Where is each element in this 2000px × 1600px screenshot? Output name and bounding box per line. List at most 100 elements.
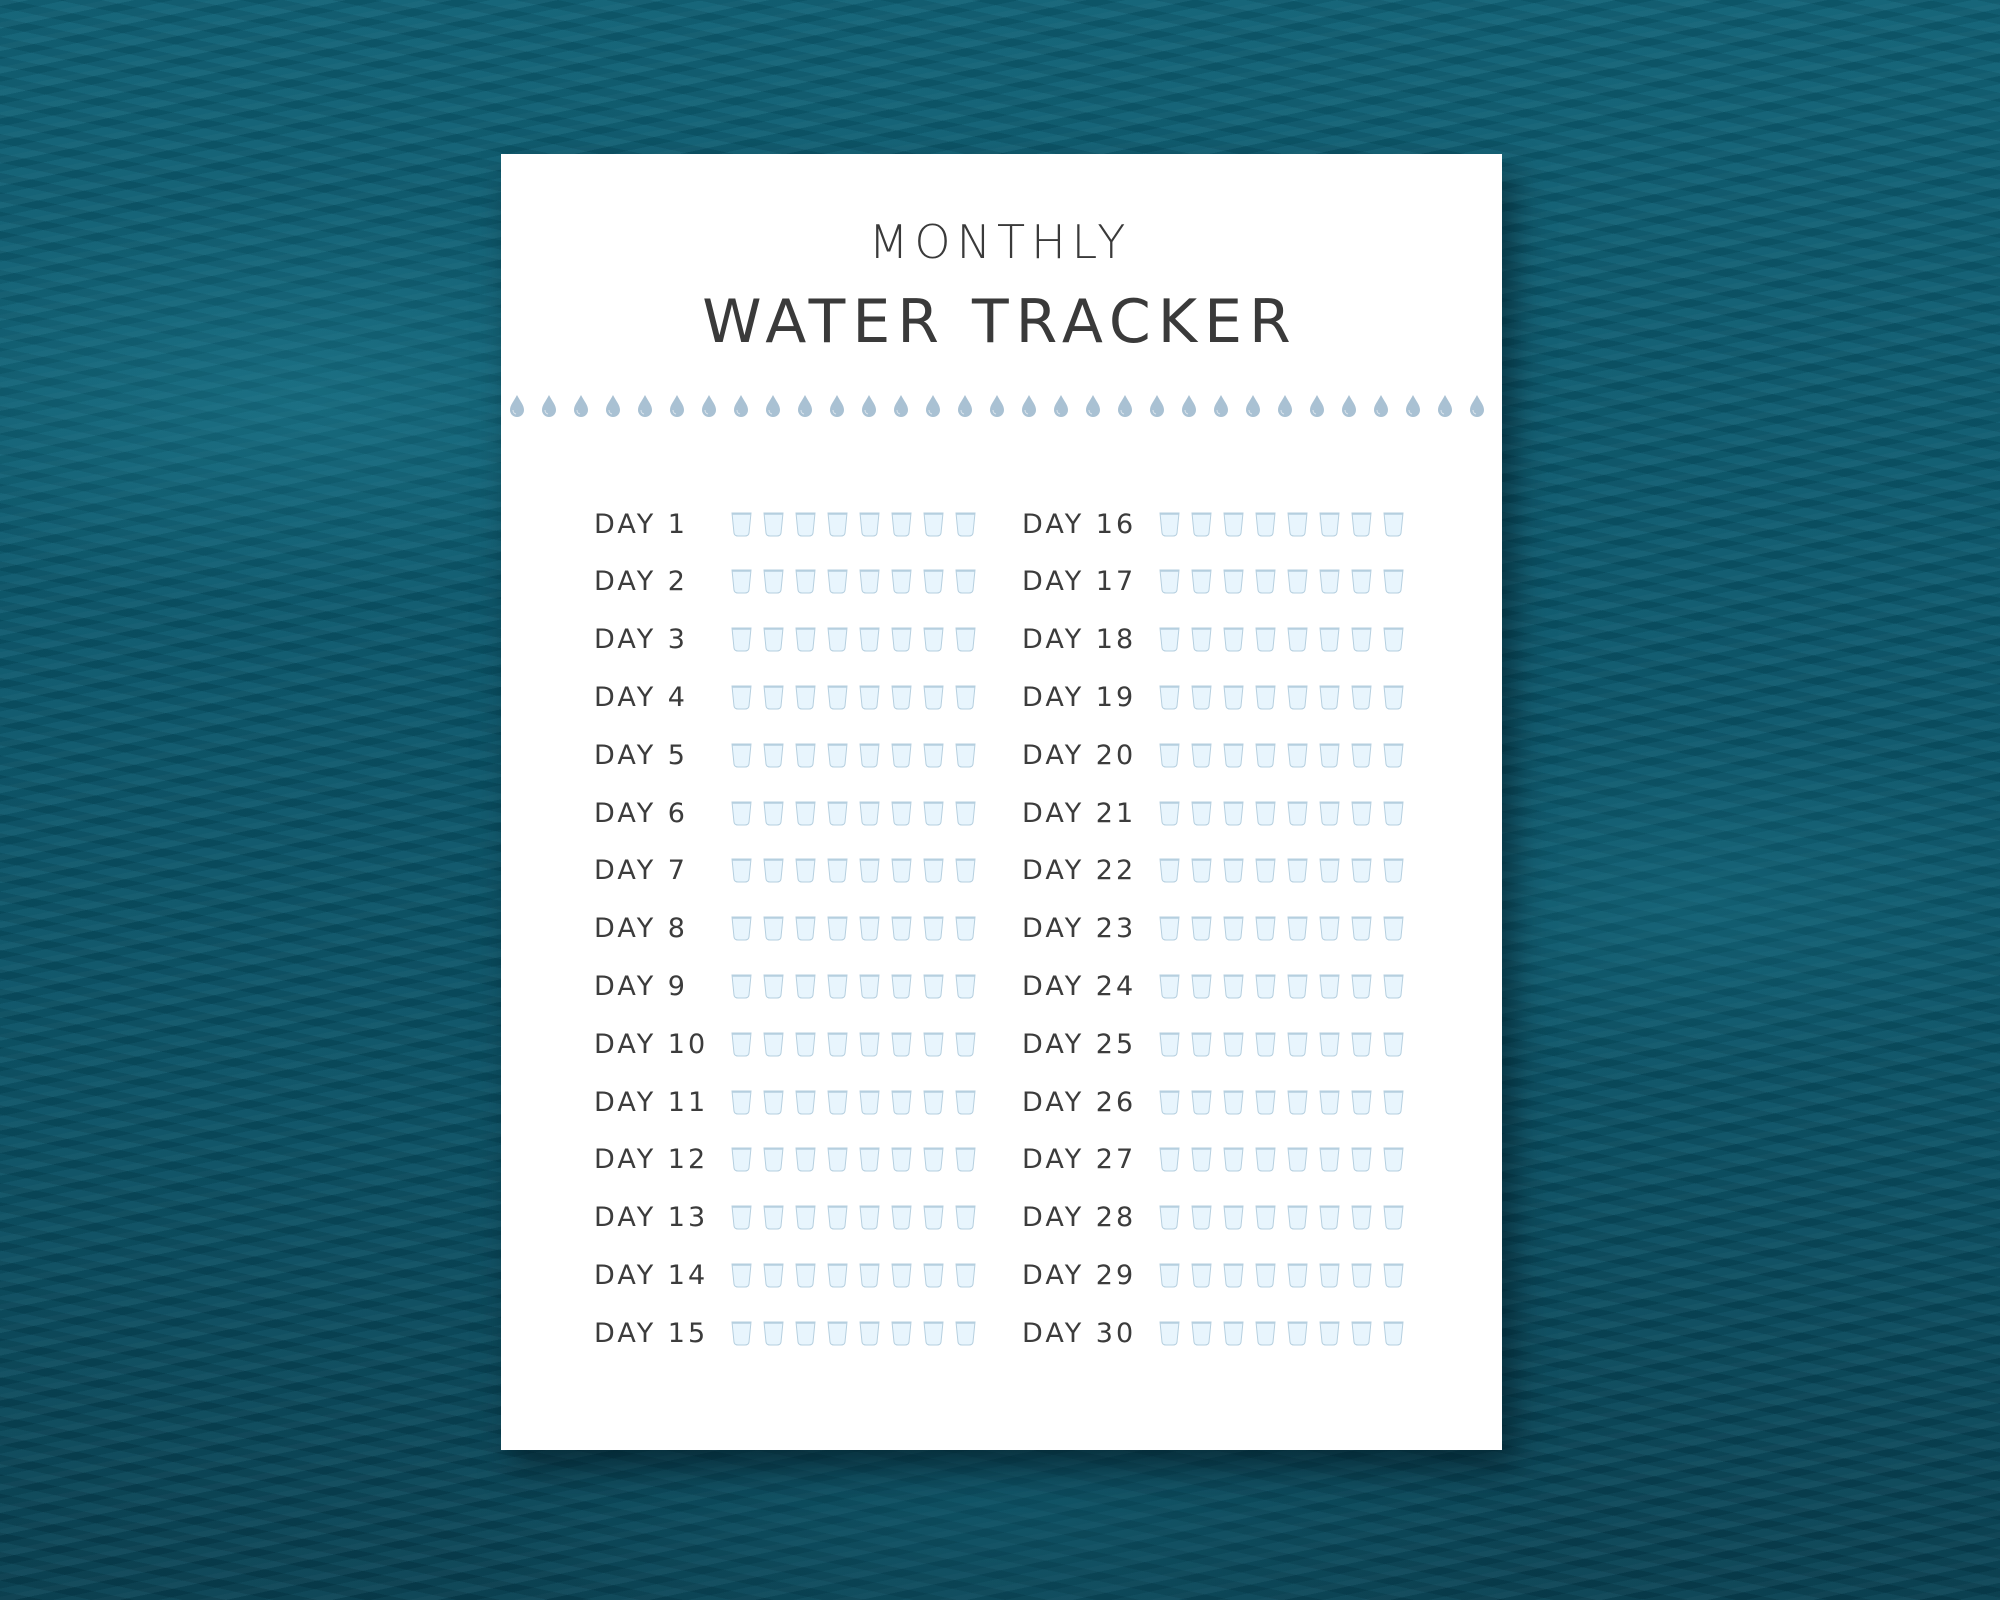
water-glass-icon[interactable] (1287, 743, 1308, 768)
water-glass-icon[interactable] (763, 1263, 784, 1288)
water-glass-icon[interactable] (923, 1321, 944, 1346)
water-glass-icon[interactable] (827, 916, 848, 941)
water-glass-icon[interactable] (1255, 1205, 1276, 1230)
water-glass-icon[interactable] (859, 1147, 880, 1172)
water-glass-icon[interactable] (859, 1263, 880, 1288)
water-glass-icon[interactable] (763, 743, 784, 768)
water-glass-icon[interactable] (827, 1263, 848, 1288)
water-glass-icon[interactable] (1255, 858, 1276, 883)
water-glass-icon[interactable] (1191, 627, 1212, 652)
water-glass-icon[interactable] (1159, 916, 1180, 941)
water-glass-icon[interactable] (827, 569, 848, 594)
water-glass-icon[interactable] (859, 627, 880, 652)
water-glass-icon[interactable] (1223, 627, 1244, 652)
water-glass-icon[interactable] (923, 916, 944, 941)
water-glass-icon[interactable] (1159, 1147, 1180, 1172)
water-glass-icon[interactable] (1287, 858, 1308, 883)
water-glass-icon[interactable] (1255, 1263, 1276, 1288)
water-glass-icon[interactable] (1319, 512, 1340, 537)
water-glass-icon[interactable] (1351, 1032, 1372, 1057)
water-glass-icon[interactable] (1319, 1263, 1340, 1288)
water-glass-icon[interactable] (955, 743, 976, 768)
water-glass-icon[interactable] (1287, 1032, 1308, 1057)
water-glass-icon[interactable] (891, 1090, 912, 1115)
water-glass-icon[interactable] (1159, 1205, 1180, 1230)
water-glass-icon[interactable] (1223, 569, 1244, 594)
water-glass-icon[interactable] (955, 1090, 976, 1115)
water-glass-icon[interactable] (923, 627, 944, 652)
water-glass-icon[interactable] (795, 1147, 816, 1172)
water-glass-icon[interactable] (1319, 569, 1340, 594)
water-glass-icon[interactable] (1223, 743, 1244, 768)
water-glass-icon[interactable] (955, 1263, 976, 1288)
water-glass-icon[interactable] (1287, 685, 1308, 710)
water-glass-icon[interactable] (1319, 1205, 1340, 1230)
water-glass-icon[interactable] (1319, 1032, 1340, 1057)
water-glass-icon[interactable] (859, 1032, 880, 1057)
water-glass-icon[interactable] (859, 974, 880, 999)
water-glass-icon[interactable] (795, 1321, 816, 1346)
water-glass-icon[interactable] (1191, 512, 1212, 537)
water-glass-icon[interactable] (1223, 974, 1244, 999)
water-glass-icon[interactable] (1159, 1263, 1180, 1288)
water-glass-icon[interactable] (827, 1147, 848, 1172)
water-glass-icon[interactable] (1255, 1321, 1276, 1346)
water-glass-icon[interactable] (1351, 1205, 1372, 1230)
water-glass-icon[interactable] (731, 974, 752, 999)
water-glass-icon[interactable] (731, 1263, 752, 1288)
water-glass-icon[interactable] (763, 858, 784, 883)
water-glass-icon[interactable] (763, 512, 784, 537)
water-glass-icon[interactable] (1159, 512, 1180, 537)
water-glass-icon[interactable] (731, 1205, 752, 1230)
water-glass-icon[interactable] (891, 627, 912, 652)
water-glass-icon[interactable] (1159, 627, 1180, 652)
water-glass-icon[interactable] (923, 743, 944, 768)
water-glass-icon[interactable] (1159, 858, 1180, 883)
water-glass-icon[interactable] (731, 801, 752, 826)
water-glass-icon[interactable] (1255, 1090, 1276, 1115)
water-glass-icon[interactable] (1319, 743, 1340, 768)
water-glass-icon[interactable] (1255, 569, 1276, 594)
water-glass-icon[interactable] (955, 685, 976, 710)
water-glass-icon[interactable] (1159, 1032, 1180, 1057)
water-glass-icon[interactable] (1223, 858, 1244, 883)
water-glass-icon[interactable] (955, 801, 976, 826)
water-glass-icon[interactable] (1351, 743, 1372, 768)
water-glass-icon[interactable] (1191, 801, 1212, 826)
water-glass-icon[interactable] (763, 974, 784, 999)
water-glass-icon[interactable] (1159, 801, 1180, 826)
water-glass-icon[interactable] (891, 1147, 912, 1172)
water-glass-icon[interactable] (1191, 569, 1212, 594)
water-glass-icon[interactable] (827, 1321, 848, 1346)
water-glass-icon[interactable] (859, 743, 880, 768)
water-glass-icon[interactable] (731, 685, 752, 710)
water-glass-icon[interactable] (1351, 512, 1372, 537)
water-glass-icon[interactable] (1255, 1032, 1276, 1057)
water-glass-icon[interactable] (1383, 1263, 1404, 1288)
water-glass-icon[interactable] (1287, 569, 1308, 594)
water-glass-icon[interactable] (859, 569, 880, 594)
water-glass-icon[interactable] (1287, 627, 1308, 652)
water-glass-icon[interactable] (955, 916, 976, 941)
water-glass-icon[interactable] (1383, 801, 1404, 826)
water-glass-icon[interactable] (731, 1321, 752, 1346)
water-glass-icon[interactable] (1351, 1090, 1372, 1115)
water-glass-icon[interactable] (1383, 627, 1404, 652)
water-glass-icon[interactable] (1191, 1090, 1212, 1115)
water-glass-icon[interactable] (1287, 1090, 1308, 1115)
water-glass-icon[interactable] (891, 974, 912, 999)
water-glass-icon[interactable] (955, 1032, 976, 1057)
water-glass-icon[interactable] (1351, 974, 1372, 999)
water-glass-icon[interactable] (891, 801, 912, 826)
water-glass-icon[interactable] (1351, 1321, 1372, 1346)
water-glass-icon[interactable] (731, 512, 752, 537)
water-glass-icon[interactable] (1287, 1205, 1308, 1230)
water-glass-icon[interactable] (1351, 1147, 1372, 1172)
water-glass-icon[interactable] (923, 1090, 944, 1115)
water-glass-icon[interactable] (891, 512, 912, 537)
water-glass-icon[interactable] (1383, 569, 1404, 594)
water-glass-icon[interactable] (1351, 801, 1372, 826)
water-glass-icon[interactable] (1159, 1321, 1180, 1346)
water-glass-icon[interactable] (1287, 974, 1308, 999)
water-glass-icon[interactable] (1383, 1147, 1404, 1172)
